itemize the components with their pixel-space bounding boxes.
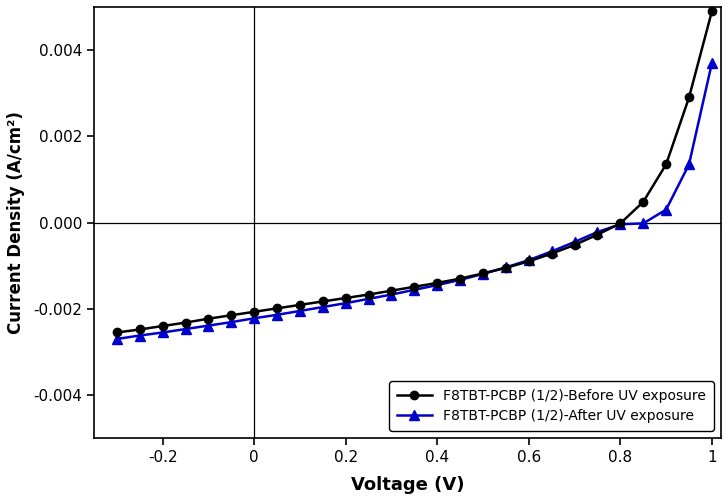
F8TBT-PCBP (1/2)-Before UV exposure (318, 299, 327, 305)
F8TBT-PCBP (1/2)-After UV exposure (158, 330, 167, 336)
F8TBT-PCBP (1/2)-After UV exposure (181, 326, 190, 332)
F8TBT-PCBP (1/2)-After UV exposure (639, 220, 648, 226)
F8TBT-PCBP (1/2)-After UV exposure (547, 248, 556, 255)
F8TBT-PCBP (1/2)-Before UV exposure (570, 242, 579, 248)
F8TBT-PCBP (1/2)-Before UV exposure (479, 271, 488, 277)
F8TBT-PCBP (1/2)-Before UV exposure (135, 327, 144, 333)
F8TBT-PCBP (1/2)-Before UV exposure (273, 305, 282, 311)
F8TBT-PCBP (1/2)-After UV exposure (135, 333, 144, 339)
F8TBT-PCBP (1/2)-After UV exposure (364, 296, 373, 302)
F8TBT-PCBP (1/2)-Before UV exposure (387, 288, 396, 294)
F8TBT-PCBP (1/2)-After UV exposure (250, 315, 258, 321)
F8TBT-PCBP (1/2)-Before UV exposure (616, 220, 625, 226)
F8TBT-PCBP (1/2)-After UV exposure (113, 336, 122, 342)
F8TBT-PCBP (1/2)-Before UV exposure (113, 330, 122, 336)
F8TBT-PCBP (1/2)-After UV exposure (387, 292, 396, 298)
F8TBT-PCBP (1/2)-After UV exposure (684, 161, 693, 167)
F8TBT-PCBP (1/2)-Before UV exposure (593, 231, 602, 237)
Y-axis label: Current Density (A/cm²): Current Density (A/cm²) (7, 111, 25, 334)
F8TBT-PCBP (1/2)-After UV exposure (593, 229, 602, 235)
F8TBT-PCBP (1/2)-Before UV exposure (341, 295, 350, 301)
F8TBT-PCBP (1/2)-Before UV exposure (639, 199, 648, 205)
F8TBT-PCBP (1/2)-After UV exposure (204, 323, 213, 329)
F8TBT-PCBP (1/2)-Before UV exposure (296, 302, 304, 308)
F8TBT-PCBP (1/2)-Before UV exposure (502, 265, 510, 271)
F8TBT-PCBP (1/2)-After UV exposure (456, 277, 464, 283)
F8TBT-PCBP (1/2)-Before UV exposure (547, 250, 556, 257)
F8TBT-PCBP (1/2)-Before UV exposure (433, 280, 442, 286)
F8TBT-PCBP (1/2)-After UV exposure (227, 319, 236, 325)
F8TBT-PCBP (1/2)-After UV exposure (410, 287, 419, 293)
F8TBT-PCBP (1/2)-After UV exposure (479, 271, 488, 277)
F8TBT-PCBP (1/2)-Before UV exposure (158, 323, 167, 329)
F8TBT-PCBP (1/2)-Before UV exposure (204, 316, 213, 322)
F8TBT-PCBP (1/2)-After UV exposure (433, 282, 442, 288)
F8TBT-PCBP (1/2)-Before UV exposure (684, 95, 693, 101)
Line: F8TBT-PCBP (1/2)-After UV exposure: F8TBT-PCBP (1/2)-After UV exposure (112, 58, 717, 344)
F8TBT-PCBP (1/2)-After UV exposure (616, 221, 625, 227)
F8TBT-PCBP (1/2)-After UV exposure (296, 308, 304, 314)
F8TBT-PCBP (1/2)-Before UV exposure (708, 8, 716, 14)
X-axis label: Voltage (V): Voltage (V) (351, 476, 464, 494)
F8TBT-PCBP (1/2)-After UV exposure (273, 312, 282, 318)
F8TBT-PCBP (1/2)-Before UV exposure (662, 161, 670, 167)
F8TBT-PCBP (1/2)-After UV exposure (502, 265, 510, 271)
F8TBT-PCBP (1/2)-Before UV exposure (524, 259, 533, 265)
F8TBT-PCBP (1/2)-After UV exposure (570, 239, 579, 245)
F8TBT-PCBP (1/2)-After UV exposure (524, 257, 533, 263)
F8TBT-PCBP (1/2)-Before UV exposure (227, 312, 236, 318)
F8TBT-PCBP (1/2)-Before UV exposure (250, 309, 258, 315)
F8TBT-PCBP (1/2)-Before UV exposure (181, 320, 190, 326)
F8TBT-PCBP (1/2)-Before UV exposure (364, 292, 373, 298)
F8TBT-PCBP (1/2)-After UV exposure (341, 300, 350, 306)
F8TBT-PCBP (1/2)-Before UV exposure (456, 276, 464, 282)
Line: F8TBT-PCBP (1/2)-Before UV exposure: F8TBT-PCBP (1/2)-Before UV exposure (113, 7, 716, 337)
F8TBT-PCBP (1/2)-After UV exposure (708, 60, 716, 66)
Legend: F8TBT-PCBP (1/2)-Before UV exposure, F8TBT-PCBP (1/2)-After UV exposure: F8TBT-PCBP (1/2)-Before UV exposure, F8T… (389, 381, 714, 431)
F8TBT-PCBP (1/2)-After UV exposure (318, 304, 327, 310)
F8TBT-PCBP (1/2)-After UV exposure (662, 206, 670, 212)
F8TBT-PCBP (1/2)-Before UV exposure (410, 284, 419, 290)
